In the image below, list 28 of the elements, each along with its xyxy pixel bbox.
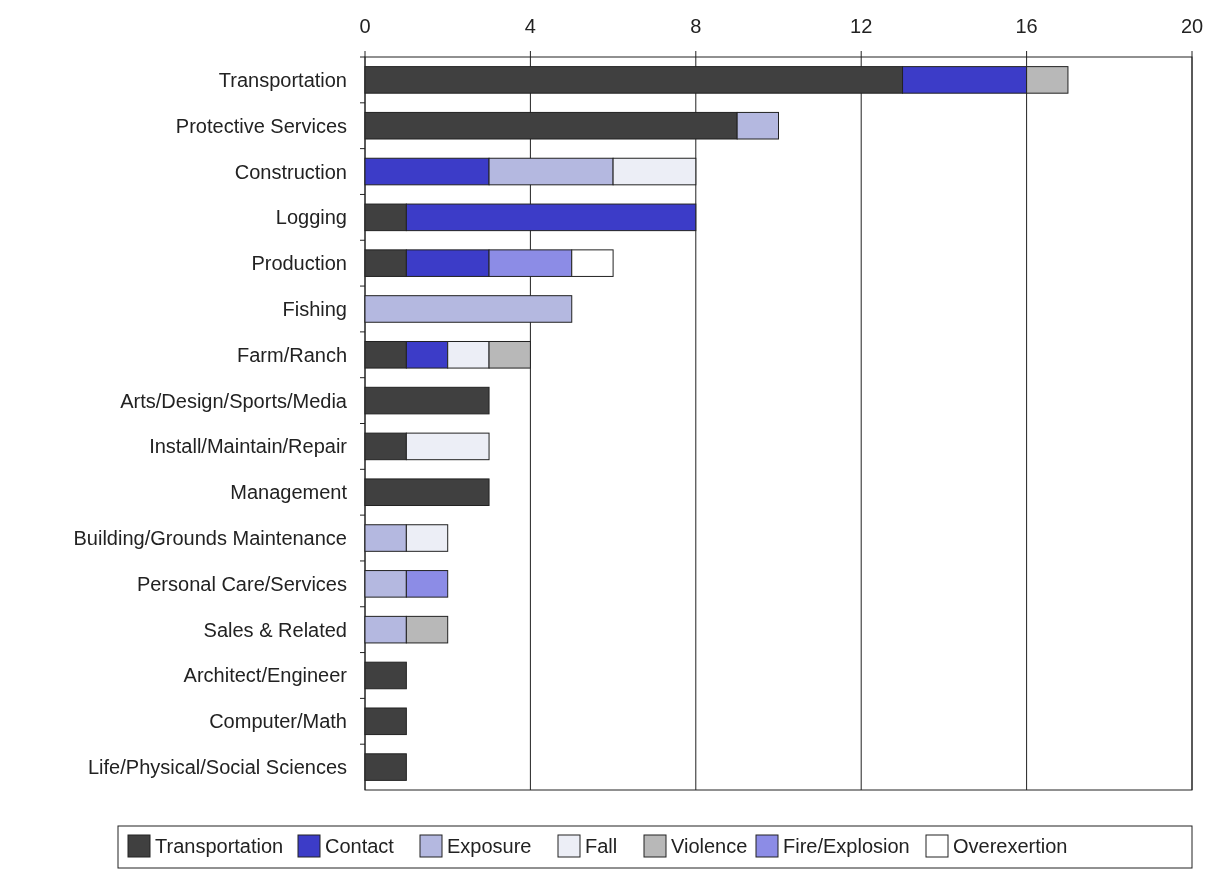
- y-tick-label: Protective Services: [175, 114, 347, 137]
- x-tick-label: 16: [1015, 15, 1038, 37]
- y-tick-label: Architect/Engineer: [183, 664, 348, 687]
- y-tick-label: Computer/Math: [209, 710, 347, 733]
- legend-label: Fall: [585, 835, 618, 857]
- y-tick-label: Personal Care/Services: [136, 572, 347, 595]
- legend-label: Fire/Explosion: [783, 835, 910, 857]
- x-tick-label: 20: [1180, 15, 1204, 37]
- y-tick-label: Logging: [275, 206, 347, 229]
- y-tick-label: Sales & Related: [203, 618, 347, 641]
- legend-label: Violence: [671, 835, 748, 857]
- x-tick-label: 4: [524, 15, 536, 37]
- y-tick-label: Building/Grounds Maintenance: [73, 527, 347, 550]
- y-tick-label: Production: [251, 252, 347, 275]
- x-tick-label: 8: [690, 15, 702, 37]
- legend-label: Overexertion: [953, 835, 1068, 857]
- y-tick-label: Arts/Design/Sports/Media: [120, 389, 348, 412]
- x-tick-label: 0: [359, 15, 371, 37]
- y-tick-label: Install/Maintain/Repair: [149, 435, 348, 458]
- y-tick-label: Management: [230, 481, 348, 504]
- y-tick-label: Construction: [234, 160, 347, 183]
- legend-label: Contact: [325, 835, 395, 857]
- y-tick-label: Fishing: [282, 297, 347, 320]
- y-tick-label: Farm/Ranch: [236, 343, 347, 366]
- y-tick-label: Life/Physical/Social Sciences: [87, 756, 347, 779]
- y-tick-label: Transportation: [218, 68, 347, 91]
- x-tick-label: 12: [850, 15, 873, 37]
- legend-label: Exposure: [447, 835, 532, 857]
